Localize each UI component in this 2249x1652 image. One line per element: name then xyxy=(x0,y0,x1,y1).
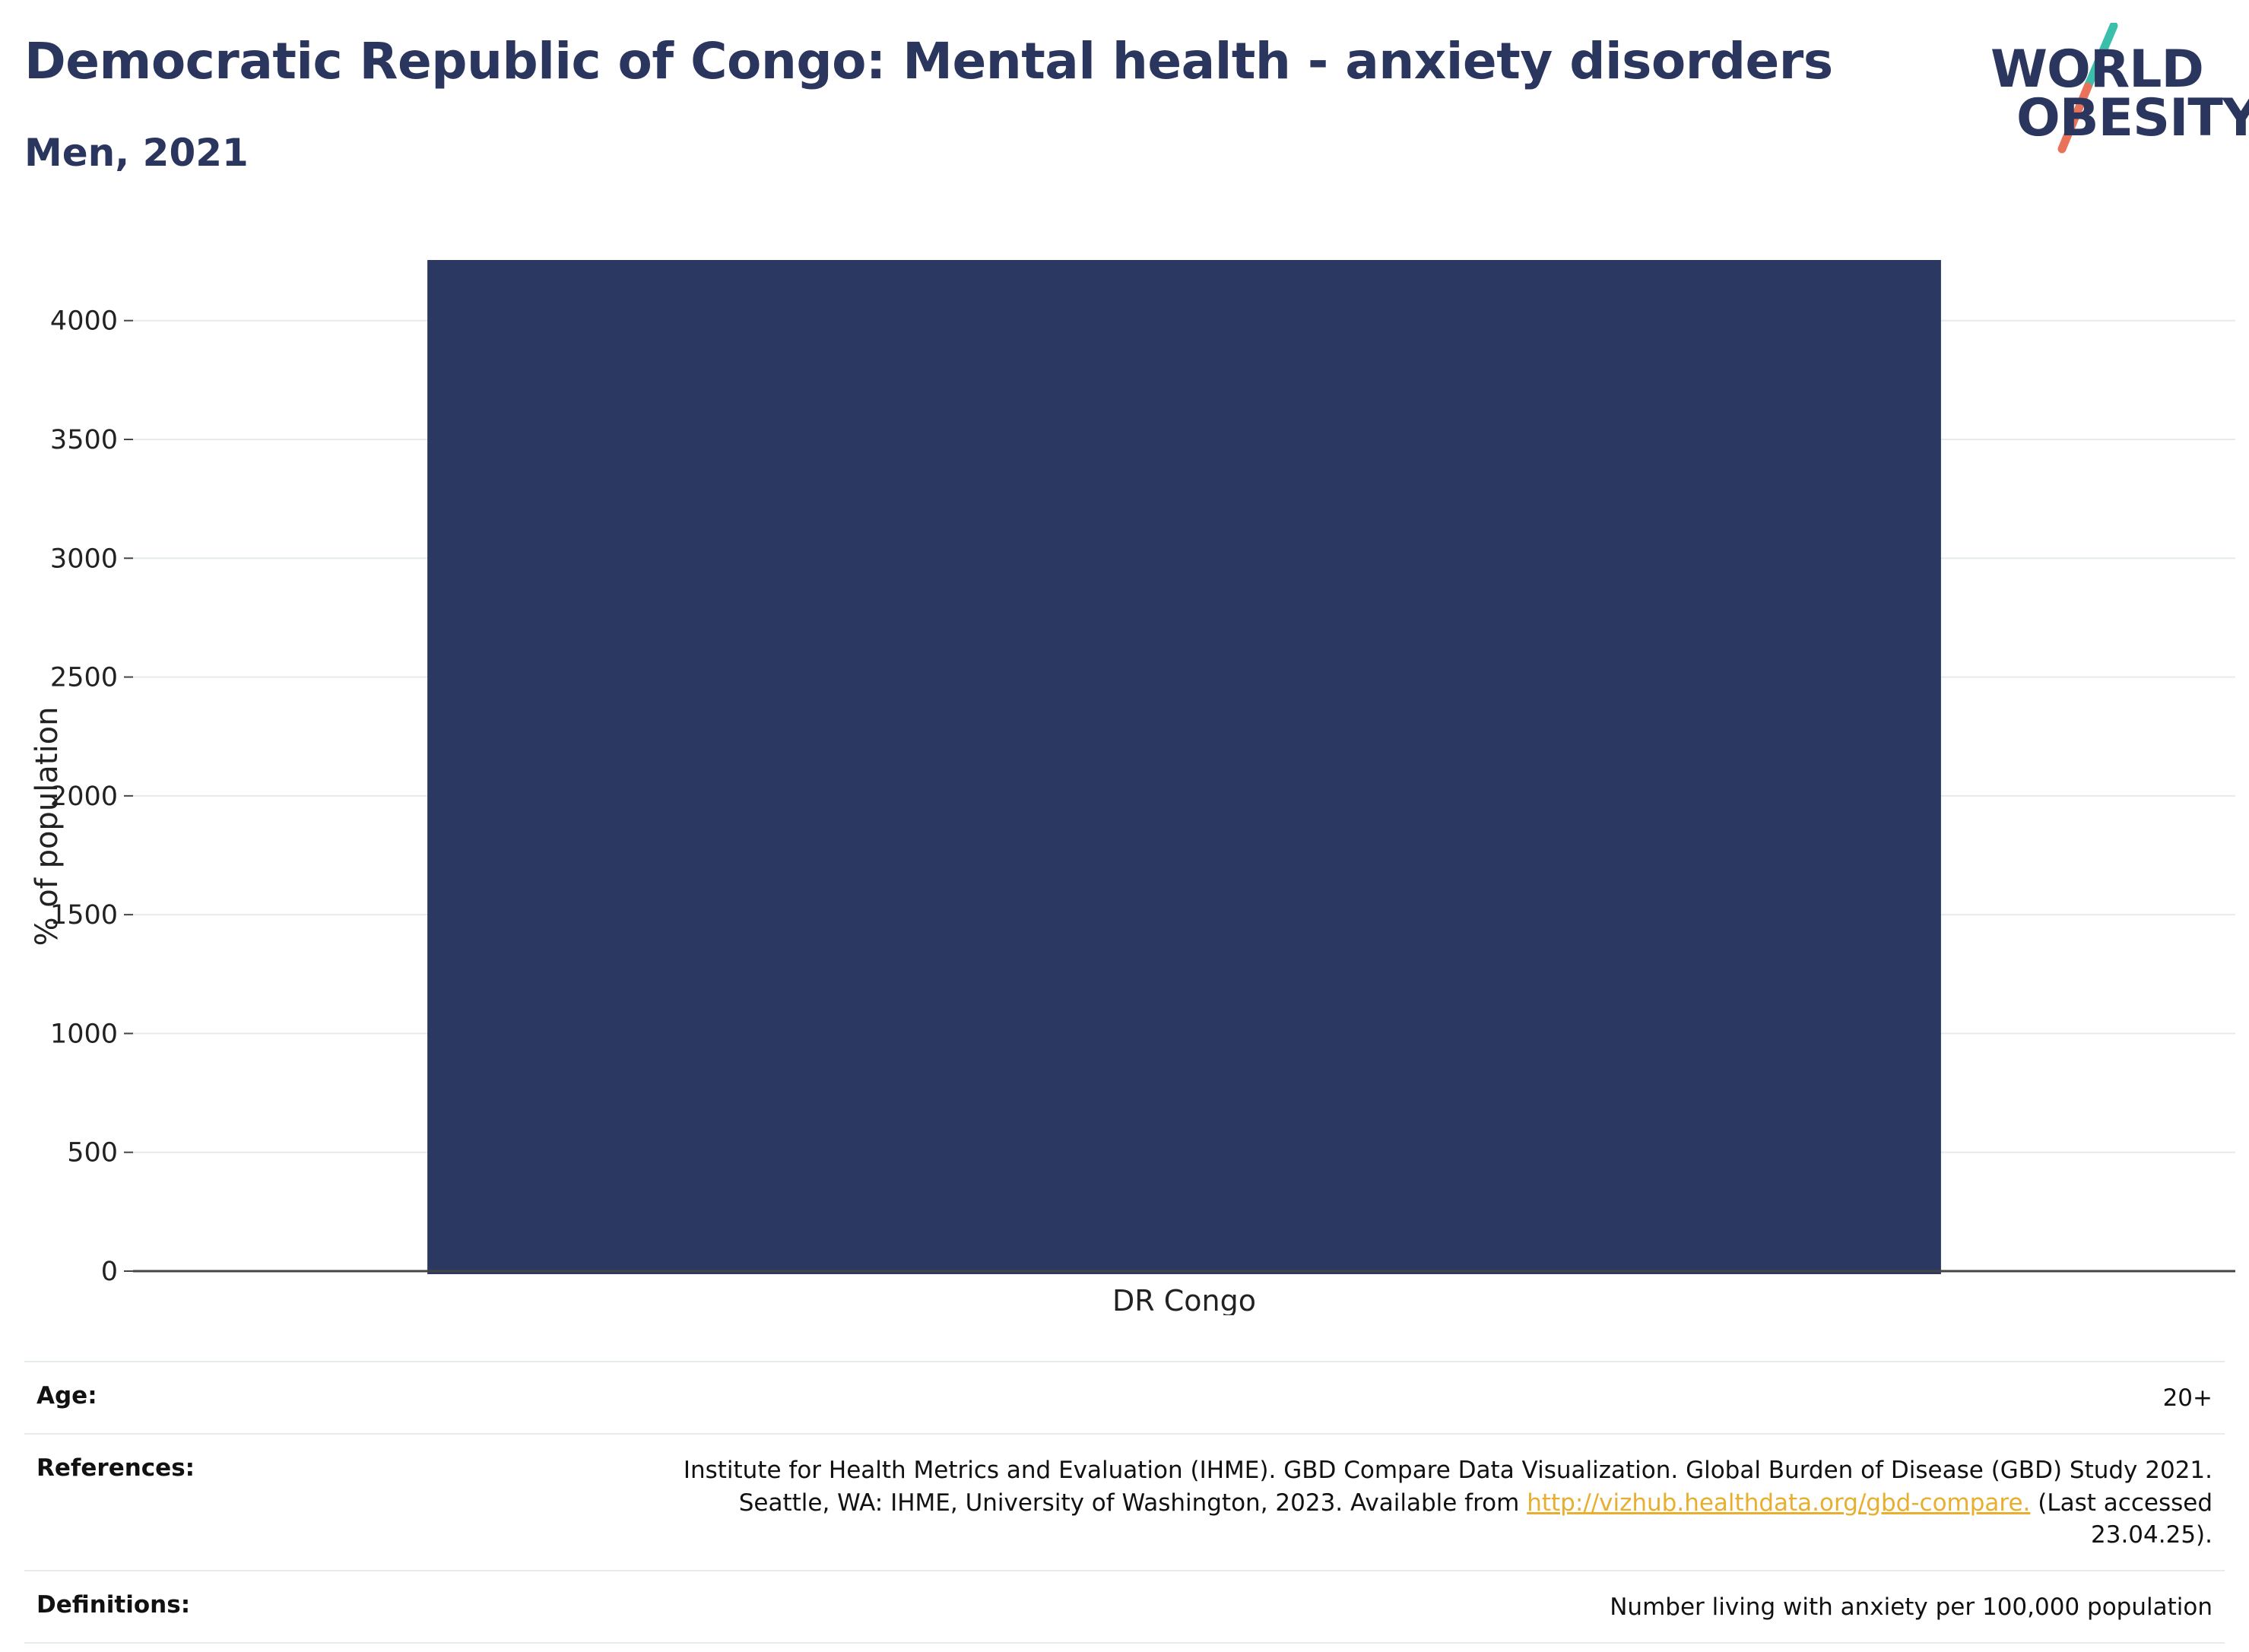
references-line2-pre: Seattle, WA: IHME, University of Washing… xyxy=(738,1489,1527,1517)
definitions-value: Number living with anxiety per 100,000 p… xyxy=(1610,1593,2213,1622)
y-tick-label: 1500 xyxy=(50,900,118,931)
logo-text-obesity: OBESITY xyxy=(2016,88,2249,148)
references-label: References: xyxy=(36,1454,195,1482)
chart-title: Democratic Republic of Congo: Mental hea… xyxy=(24,32,1833,90)
x-tick-label: DR Congo xyxy=(1112,1284,1256,1315)
y-tick-label: 3000 xyxy=(50,544,118,574)
references-line2-post: (Last accessed xyxy=(2030,1489,2213,1517)
references-value: Institute for Health Metrics and Evaluat… xyxy=(292,1434,2225,1571)
x-axis-ticks: DR Congo xyxy=(1112,1284,1256,1315)
bar-chart: 0 500 1000 1500 2000 2500 3000 3500 4000 DR Cong… xyxy=(30,260,2235,1315)
references-line3: 23.04.25). xyxy=(2091,1521,2213,1549)
y-tick-label: 500 xyxy=(67,1138,118,1168)
references-line1: Institute for Health Metrics and Evaluat… xyxy=(683,1456,2213,1484)
logo-slash-icon xyxy=(2057,23,2118,154)
age-value: 20+ xyxy=(2162,1384,2213,1412)
y-tick-label: 4000 xyxy=(50,306,118,337)
y-tick-label: 0 xyxy=(101,1257,118,1287)
info-row-definitions: Definitions: Number living with anxiety … xyxy=(24,1571,2225,1643)
y-tick-label: 3500 xyxy=(50,425,118,455)
chart-subtitle: Men, 2021 xyxy=(24,131,249,175)
logo-text-world: WORLD xyxy=(1990,40,2204,100)
y-axis-ticks: 0 500 1000 1500 2000 2500 3000 3500 4000 xyxy=(50,306,133,1287)
info-row-age: Age: 20+ xyxy=(24,1362,2225,1434)
references-link[interactable]: http://vizhub.healthdata.org/gbd-compare… xyxy=(1527,1489,2031,1517)
bars xyxy=(427,260,1941,1274)
y-axis-label: % of population xyxy=(30,707,65,946)
y-tick-label: 1000 xyxy=(50,1019,118,1049)
definitions-label: Definitions: xyxy=(36,1591,191,1619)
bar-dr-congo xyxy=(427,260,1941,1274)
y-tick-label: 2000 xyxy=(50,782,118,812)
info-row-references: References: Institute for Health Metrics… xyxy=(24,1433,2225,1571)
age-label: Age: xyxy=(36,1382,97,1409)
world-obesity-logo: WORLD OBESITY xyxy=(1984,23,2249,160)
info-table: Age: 20+ References: Institute for Healt… xyxy=(24,1361,2225,1644)
y-tick-label: 2500 xyxy=(50,663,118,693)
